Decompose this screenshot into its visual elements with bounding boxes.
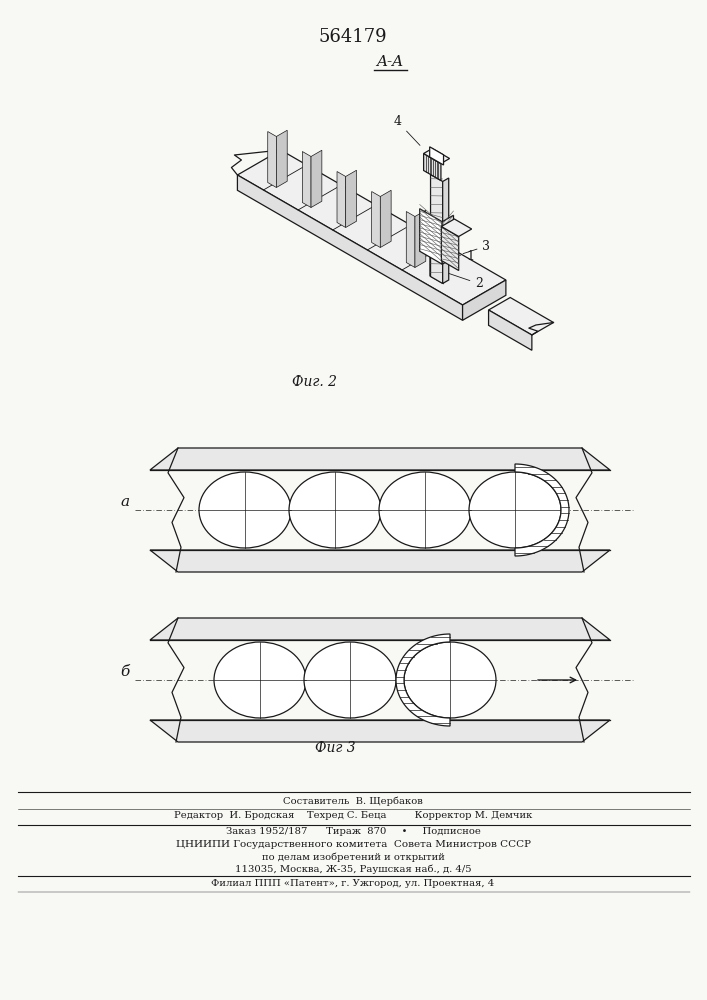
Polygon shape bbox=[150, 448, 610, 470]
Ellipse shape bbox=[304, 642, 396, 718]
Polygon shape bbox=[441, 227, 459, 270]
Text: б: б bbox=[120, 665, 129, 679]
Text: 113035, Москва, Ж-35, Раушская наб., д. 4/5: 113035, Москва, Ж-35, Раушская наб., д. … bbox=[235, 865, 472, 874]
Polygon shape bbox=[415, 210, 426, 267]
Polygon shape bbox=[396, 634, 450, 726]
Polygon shape bbox=[423, 148, 450, 163]
Polygon shape bbox=[238, 175, 462, 320]
Ellipse shape bbox=[469, 472, 561, 548]
Text: по делам изобретений и открытий: по делам изобретений и открытий bbox=[262, 853, 445, 862]
Text: Фиг 3: Фиг 3 bbox=[315, 741, 356, 755]
Text: а: а bbox=[120, 495, 129, 509]
Polygon shape bbox=[430, 147, 443, 165]
Ellipse shape bbox=[289, 472, 381, 548]
Polygon shape bbox=[431, 174, 443, 284]
Polygon shape bbox=[489, 298, 554, 335]
Text: Заказ 1952/187      Тираж  870     ∙     Подписное: Заказ 1952/187 Тираж 870 ∙ Подписное bbox=[226, 827, 481, 836]
Polygon shape bbox=[238, 150, 506, 305]
Polygon shape bbox=[420, 209, 443, 264]
Text: 4: 4 bbox=[394, 115, 420, 145]
Polygon shape bbox=[462, 280, 506, 320]
Polygon shape bbox=[372, 192, 380, 247]
Text: 564179: 564179 bbox=[319, 28, 387, 46]
Text: 3: 3 bbox=[463, 239, 491, 254]
Polygon shape bbox=[150, 618, 610, 640]
Ellipse shape bbox=[199, 472, 291, 548]
Polygon shape bbox=[276, 130, 287, 188]
Text: 1: 1 bbox=[447, 250, 474, 263]
Polygon shape bbox=[346, 170, 356, 228]
Polygon shape bbox=[423, 153, 441, 180]
Polygon shape bbox=[311, 150, 322, 208]
Polygon shape bbox=[407, 212, 415, 267]
Polygon shape bbox=[268, 131, 276, 188]
Text: ЦНИИПИ Государственного комитета  Совета Министров СССР: ЦНИИПИ Государственного комитета Совета … bbox=[175, 840, 530, 849]
Polygon shape bbox=[443, 215, 453, 264]
Polygon shape bbox=[337, 172, 346, 228]
Ellipse shape bbox=[404, 642, 496, 718]
Text: Составитель  В. Щербаков: Составитель В. Щербаков bbox=[283, 797, 423, 806]
Polygon shape bbox=[303, 151, 311, 208]
Polygon shape bbox=[380, 190, 391, 247]
Text: Филиал ППП «Патент», г. Ужгород, ул. Проектная, 4: Филиал ППП «Патент», г. Ужгород, ул. Про… bbox=[211, 879, 495, 888]
Ellipse shape bbox=[379, 472, 471, 548]
Text: 2: 2 bbox=[448, 273, 483, 290]
Polygon shape bbox=[441, 219, 472, 236]
Polygon shape bbox=[515, 464, 569, 556]
Polygon shape bbox=[430, 250, 443, 284]
Text: Фиг. 2: Фиг. 2 bbox=[293, 375, 337, 389]
Polygon shape bbox=[489, 310, 532, 350]
Text: A-A: A-A bbox=[376, 55, 404, 69]
Polygon shape bbox=[150, 550, 610, 572]
Polygon shape bbox=[443, 178, 449, 284]
Polygon shape bbox=[150, 720, 610, 742]
Text: Редактор  И. Бродская    Техред С. Беца         Корректор М. Демчик: Редактор И. Бродская Техред С. Беца Корр… bbox=[174, 811, 532, 820]
Ellipse shape bbox=[214, 642, 306, 718]
